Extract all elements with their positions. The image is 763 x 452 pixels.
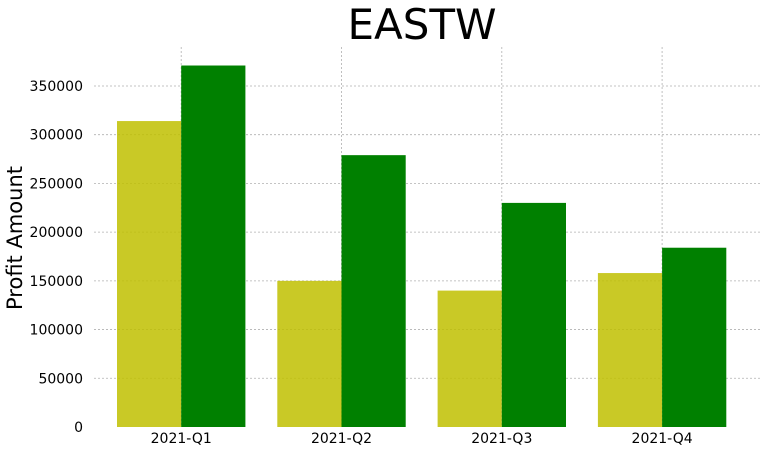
x-axis-ticks: 2021-Q1 2021-Q2 2021-Q3 2021-Q4: [151, 431, 693, 447]
x-tick-label: 2021-Q2: [311, 431, 372, 447]
x-tick-label: 2021-Q4: [632, 431, 693, 447]
y-tick-label: 350000: [30, 79, 83, 95]
y-tick-label: 250000: [30, 176, 83, 192]
y-tick-label: 150000: [30, 274, 83, 290]
y-tick-label: 300000: [30, 128, 83, 144]
y-tick-label: 50000: [38, 371, 83, 387]
bar-series-2-2021-q2: [341, 155, 406, 427]
bar-series-1-2021-q3: [437, 290, 502, 427]
bar-series-1-2021-q2: [277, 280, 342, 427]
y-axis-ticks: 0 50000 100000 150000 200000 250000 300000 3500…: [30, 79, 83, 436]
bar-series-1-2021-q1: [117, 121, 182, 428]
bar-series-1-2021-q4: [597, 273, 663, 427]
y-tick-label: 0: [74, 420, 83, 436]
chart-title: EASTW: [347, 0, 496, 49]
x-tick-label: 2021-Q1: [151, 431, 212, 447]
bar-series-2-2021-q1: [181, 65, 246, 427]
bars: [117, 65, 727, 428]
x-tick-label: 2021-Q3: [471, 431, 532, 447]
y-axis-label: Profit Amount: [3, 166, 27, 310]
y-tick-label: 100000: [30, 323, 83, 339]
bar-series-2-2021-q4: [662, 247, 727, 427]
y-tick-label: 200000: [30, 225, 83, 241]
bar-series-2-2021-q3: [501, 202, 566, 427]
